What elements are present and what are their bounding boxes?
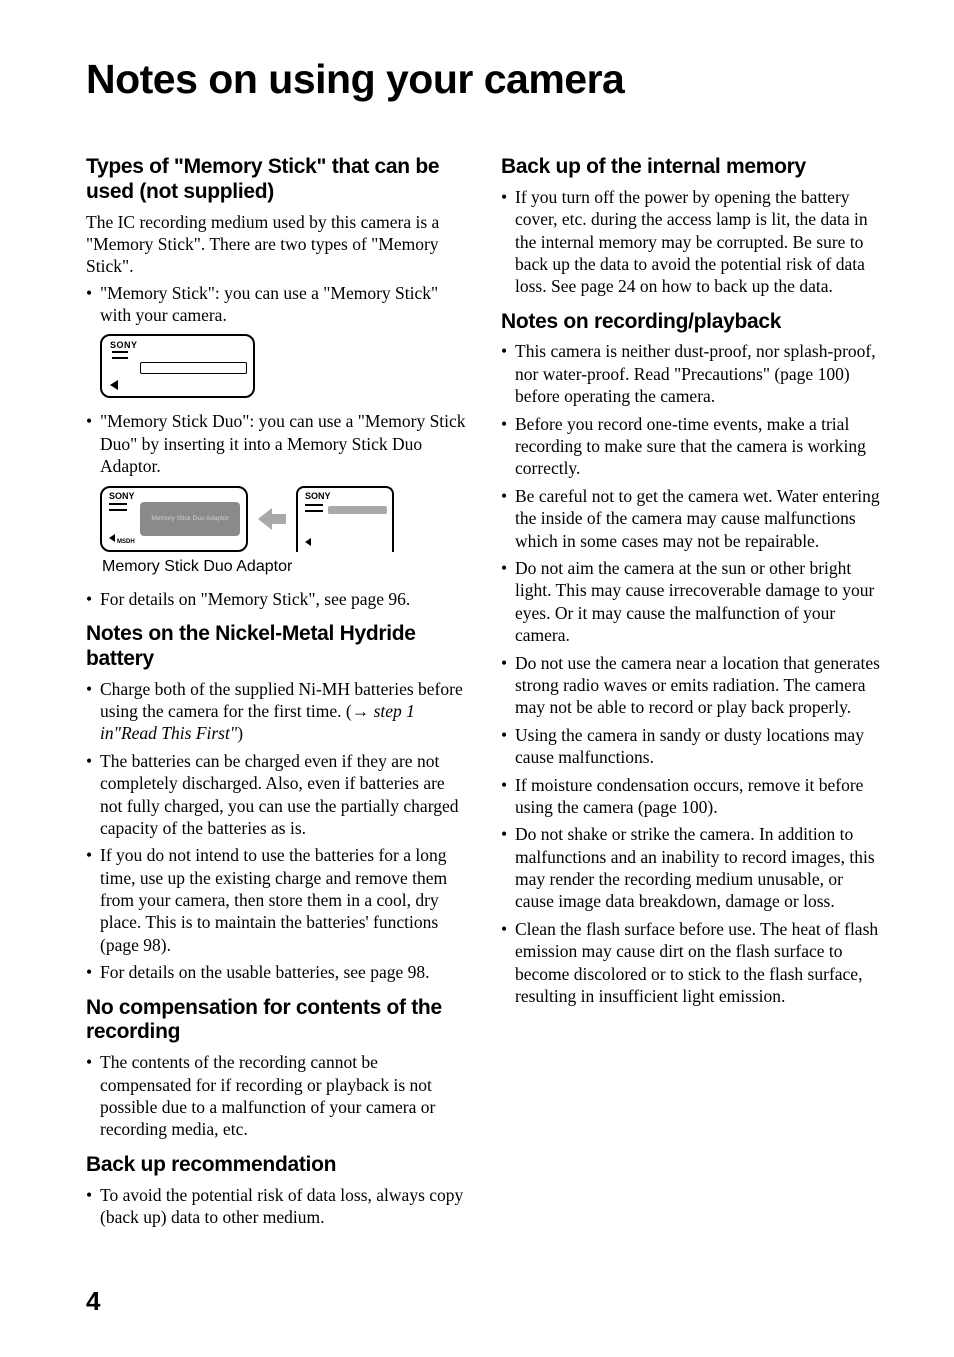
list-item: Using the camera in sandy or dusty locat… bbox=[501, 724, 882, 769]
chip-icon bbox=[109, 503, 127, 511]
list-item: Be careful not to get the camera wet. Wa… bbox=[501, 485, 882, 552]
list-item: For details on "Memory Stick", see page … bbox=[86, 588, 467, 610]
list-memory-stick-details: For details on "Memory Stick", see page … bbox=[86, 588, 467, 610]
list-backup-recommendation: To avoid the potential risk of data loss… bbox=[86, 1184, 467, 1229]
list-item: This camera is neither dust-proof, nor s… bbox=[501, 340, 882, 407]
list-item: Clean the flash surface before use. The … bbox=[501, 918, 882, 1008]
list-item: If moisture condensation occurs, remove … bbox=[501, 774, 882, 819]
stripe-icon bbox=[328, 506, 387, 514]
memory-stick-small-icon: SONY bbox=[296, 486, 394, 552]
list-item: "Memory Stick Duo": you can use a "Memor… bbox=[86, 410, 467, 477]
list-item: Do not aim the camera at the sun or othe… bbox=[501, 557, 882, 647]
list-item: The contents of the recording cannot be … bbox=[86, 1051, 467, 1141]
list-recording-playback: This camera is neither dust-proof, nor s… bbox=[501, 340, 882, 1007]
figure-memory-stick: SONY bbox=[100, 334, 467, 398]
heading-recording-playback: Notes on recording/playback bbox=[501, 310, 882, 335]
heading-nimh-battery: Notes on the Nickel-Metal Hydride batter… bbox=[86, 622, 467, 672]
list-item: "Memory Stick": you can use a "Memory St… bbox=[86, 282, 467, 327]
page-title: Notes on using your camera bbox=[86, 56, 882, 103]
list-no-compensation: The contents of the recording cannot be … bbox=[86, 1051, 467, 1141]
duo-label: Memory Stick Duo Adaptor bbox=[151, 515, 228, 522]
list-item: If you do not intend to use the batterie… bbox=[86, 844, 467, 956]
arrow-left-icon bbox=[109, 534, 115, 542]
sony-label: SONY bbox=[109, 491, 135, 501]
list-item: Before you record one-time events, make … bbox=[501, 413, 882, 480]
arrow-right-icon: → bbox=[352, 701, 370, 721]
list-item: If you turn off the power by opening the… bbox=[501, 186, 882, 298]
list-item: Do not use the camera near a location th… bbox=[501, 652, 882, 719]
content-columns: Types of "Memory Stick" that can be used… bbox=[86, 155, 882, 1233]
sony-label: SONY bbox=[305, 491, 331, 501]
list-item: Charge both of the supplied Ni-MH batter… bbox=[86, 678, 467, 745]
list-item: The batteries can be charged even if the… bbox=[86, 750, 467, 840]
right-column: Back up of the internal memory If you tu… bbox=[501, 155, 882, 1233]
msdh-label: MSDH bbox=[117, 539, 135, 545]
memory-stick-icon: SONY bbox=[100, 334, 255, 398]
duo-adaptor-icon: SONY Memory Stick Duo Adaptor MSDH bbox=[100, 486, 248, 552]
arrow-left-icon bbox=[110, 380, 118, 390]
text: ) bbox=[237, 723, 243, 743]
list-item: To avoid the potential risk of data loss… bbox=[86, 1184, 467, 1229]
figure-caption-duo: Memory Stick Duo Adaptor bbox=[102, 558, 467, 576]
list-backup-internal: If you turn off the power by opening the… bbox=[501, 186, 882, 298]
left-column: Types of "Memory Stick" that can be used… bbox=[86, 155, 467, 1233]
insert-arrow-icon bbox=[258, 508, 286, 530]
list-memory-stick-duo: "Memory Stick Duo": you can use a "Memor… bbox=[86, 410, 467, 477]
list-item: For details on the usable batteries, see… bbox=[86, 961, 467, 983]
heading-backup-internal: Back up of the internal memory bbox=[501, 155, 882, 180]
chip-icon bbox=[110, 350, 130, 360]
figure-memory-stick-duo: SONY Memory Stick Duo Adaptor MSDH SONY … bbox=[100, 486, 467, 576]
list-nimh: Charge both of the supplied Ni-MH batter… bbox=[86, 678, 467, 984]
chip-icon bbox=[305, 504, 323, 512]
heading-memory-stick-types: Types of "Memory Stick" that can be used… bbox=[86, 155, 467, 205]
sony-label: SONY bbox=[110, 340, 138, 350]
para-memory-stick-intro: The IC recording medium used by this cam… bbox=[86, 211, 467, 278]
list-memory-stick: "Memory Stick": you can use a "Memory St… bbox=[86, 282, 467, 327]
heading-no-compensation: No compensation for contents of the reco… bbox=[86, 996, 467, 1046]
stripe-icon bbox=[140, 362, 247, 374]
heading-backup-recommendation: Back up recommendation bbox=[86, 1153, 467, 1178]
list-item: Do not shake or strike the camera. In ad… bbox=[501, 823, 882, 913]
arrow-left-icon bbox=[305, 538, 311, 546]
page-number: 4 bbox=[86, 1286, 100, 1317]
duo-card-icon: Memory Stick Duo Adaptor bbox=[140, 502, 240, 536]
